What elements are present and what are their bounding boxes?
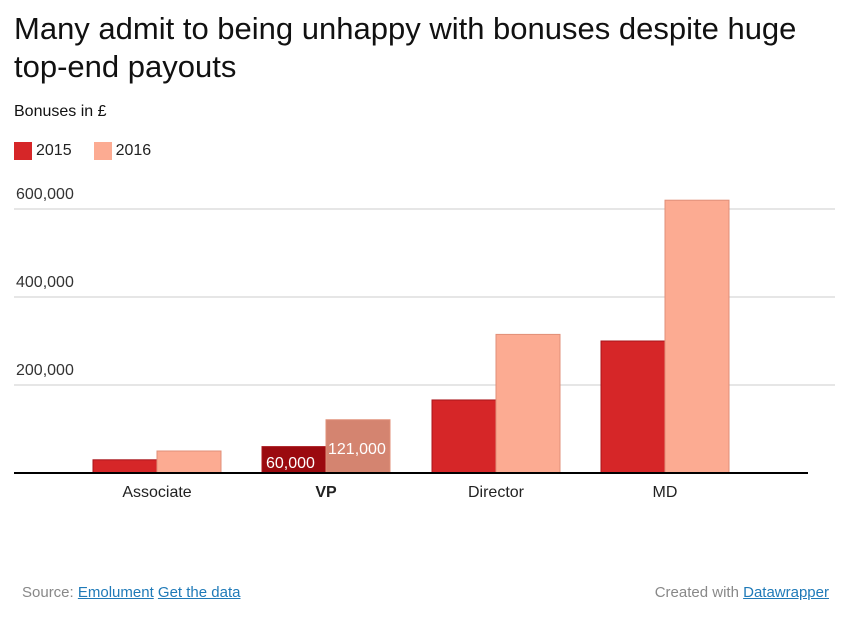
x-tick-label: VP <box>315 484 337 501</box>
chart-title: Many admit to being unhappy with bonuses… <box>14 11 797 84</box>
y-tick-label: 400,000 <box>16 274 74 291</box>
bar-md-2015 <box>600 340 666 474</box>
footer-source: Source: Emolument Get the data <box>22 584 240 601</box>
data-label: 60,000 <box>266 455 315 472</box>
chart-subtitle: Bonuses in £ <box>14 103 107 120</box>
legend-item-2016: 2016 <box>93 142 152 160</box>
data-label: 121,000 <box>328 441 386 458</box>
footer-credit: Created with Datawrapper <box>655 584 829 601</box>
legend-label-2016: 2016 <box>115 142 152 159</box>
legend-label-2015: 2015 <box>36 142 72 159</box>
source-link[interactable]: Emolument <box>77 584 154 601</box>
legend: 2015 2016 <box>14 142 151 160</box>
legend-item-2015: 2015 <box>14 142 72 160</box>
get-data-link[interactable]: Get the data <box>157 584 241 601</box>
bar-director-2015 <box>431 399 497 474</box>
x-tick-label: MD <box>653 484 678 501</box>
bar-associate-2016 <box>156 450 222 474</box>
source-label: Source: <box>22 584 74 601</box>
bar-md-2016 <box>664 199 730 474</box>
bar-associate-2015 <box>92 459 158 474</box>
created-label: Created with <box>654 584 739 601</box>
y-tick-label: 600,000 <box>16 186 74 203</box>
bar-vp-2016 <box>325 419 391 474</box>
bar-director-2016 <box>495 333 561 474</box>
legend-swatch-2015 <box>14 142 32 160</box>
x-tick-label: Director <box>468 484 525 501</box>
y-tick-label: 200,000 <box>16 362 74 379</box>
datawrapper-link[interactable]: Datawrapper <box>743 584 829 601</box>
legend-swatch-2016 <box>93 142 112 160</box>
x-tick-label: Associate <box>122 484 191 501</box>
